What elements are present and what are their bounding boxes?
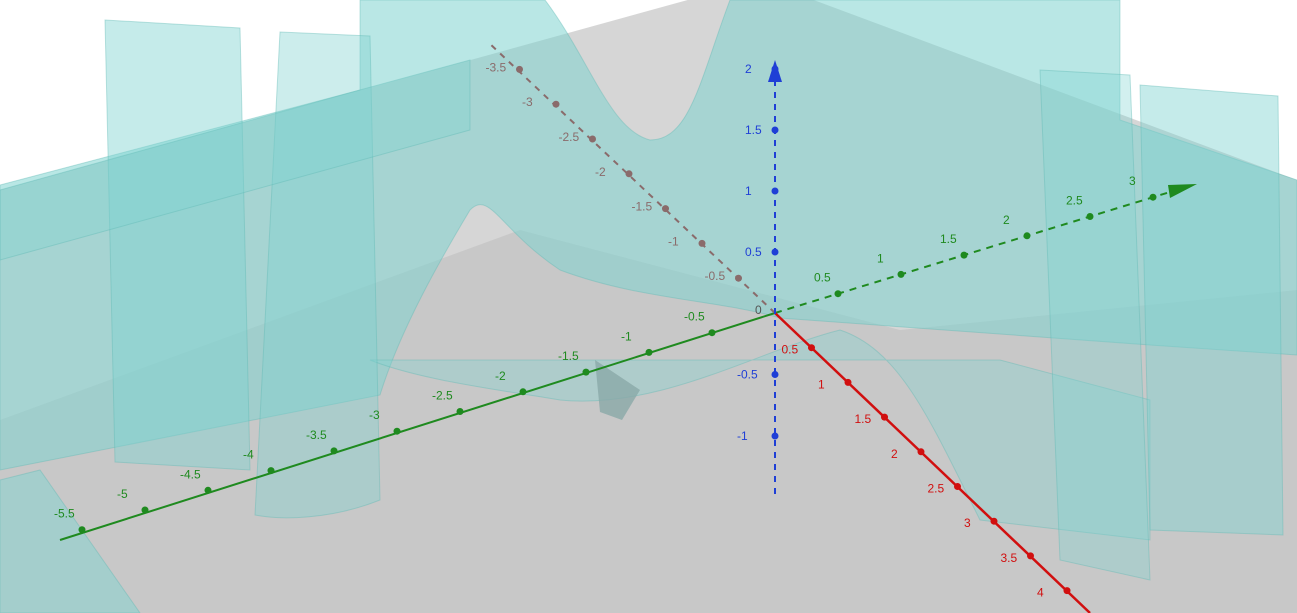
- y-axis-negative-tick-label: -1.5: [558, 349, 579, 363]
- x-axis-tick-label: 3.5: [1001, 551, 1018, 565]
- z-axis-tick-label: 2: [745, 62, 752, 76]
- y-axis-negative-tick-label: -5.5: [54, 507, 75, 521]
- y-axis-negative-tick-label: -1: [621, 329, 632, 343]
- z-axis-tick: [771, 187, 779, 195]
- z-axis-negative-tick: [771, 371, 779, 378]
- surface-left-wall: [104, 19, 251, 471]
- x-axis-negative-tick: [516, 65, 523, 73]
- y-axis-negative-tick-label: -5: [117, 487, 128, 501]
- x-axis-negative-tick-label: -3.5: [486, 60, 507, 74]
- y-axis-negative-tick: [330, 447, 338, 455]
- y-axis-tick-label: 2.5: [1066, 194, 1083, 208]
- y-axis-negative-tick: [519, 388, 527, 396]
- y-axis-negative-tick: [708, 329, 716, 337]
- z-axis-tick-label: 1.5: [745, 123, 762, 137]
- x-axis-tick-label: 3: [964, 516, 971, 530]
- x-axis-positive: [774, 312, 1091, 613]
- y-axis-tick: [960, 251, 968, 259]
- y-axis-tick-label: 1: [877, 251, 884, 265]
- y-axis-negative-tick: [141, 506, 149, 514]
- y-axis-negative-tick-label: -4.5: [180, 467, 201, 481]
- surface-top-left-sheet: [0, 59, 471, 261]
- x-axis-tick-label: 0.5: [782, 343, 799, 357]
- y-axis-negative-tick: [645, 348, 653, 356]
- y-axis-arrowhead: [1168, 184, 1197, 198]
- z-axis-tick: [771, 126, 779, 134]
- y-axis-negative-tick-label: -3: [369, 408, 380, 422]
- y-axis-tick: [834, 290, 842, 298]
- surface-lower-sheet: [369, 329, 1151, 541]
- x-axis-tick: [1063, 587, 1071, 595]
- x-axis-negative-tick: [589, 135, 596, 143]
- surface-right-wall: [1139, 84, 1284, 536]
- y-axis-negative-tick: [582, 368, 590, 376]
- z-axis-tick: [771, 65, 779, 73]
- x-axis-negative-tick: [698, 239, 706, 247]
- y-axis-negative-tick: [267, 467, 275, 475]
- surface-left-wall-2: [254, 31, 381, 519]
- view-direction-arrow[interactable]: [595, 360, 640, 420]
- x-axis-tick: [808, 344, 815, 352]
- x-axis-negative-tick: [552, 100, 560, 108]
- x-axis-negative-tick-label: -0.5: [705, 269, 726, 283]
- z-axis-negative-tick: [771, 432, 779, 440]
- x-axis-tick-label: 1.5: [855, 412, 872, 426]
- z-axis-tick-label: 0.5: [745, 245, 762, 259]
- x-axis-negative-tick: [625, 170, 633, 178]
- x-axis-tick: [990, 517, 998, 525]
- x-axis-tick: [844, 378, 852, 386]
- x-axis-negative-tick-label: -3: [522, 95, 533, 109]
- z-axis-tick-label: 1: [745, 184, 752, 198]
- y-axis-negative-tick-label: -2.5: [432, 389, 453, 403]
- z-axis-negative-tick-label: -0.5: [737, 368, 758, 382]
- y-axis-negative-tick: [78, 526, 86, 534]
- x-axis-negative: [487, 41, 776, 314]
- x-axis-tick: [917, 448, 925, 456]
- origin-label: 0: [755, 303, 762, 317]
- y-axis-tick-label: 0.5: [814, 271, 831, 285]
- x-axis-negative-tick: [662, 205, 669, 213]
- x-axis-tick-label: 2: [891, 447, 898, 461]
- y-axis-tick: [1149, 193, 1157, 201]
- x-axis-negative-tick-label: -1: [668, 234, 679, 248]
- y-axis-negative-tick-label: -3.5: [306, 428, 327, 442]
- y-axis-tick-label: 1.5: [940, 232, 957, 246]
- x-axis-tick-label: 1: [818, 377, 825, 391]
- y-axis-tick: [1023, 232, 1031, 240]
- x-axis-tick: [1027, 552, 1034, 560]
- y-axis-negative: [59, 312, 776, 541]
- x-axis-negative-tick-label: -2.5: [559, 130, 580, 144]
- y-axis-tick-label: 2: [1003, 213, 1010, 227]
- y-axis-negative-tick-label: -0.5: [684, 310, 705, 324]
- y-axis-tick: [897, 270, 905, 278]
- z-axis-tick: [771, 248, 779, 256]
- y-axis-negative-tick-label: -2: [495, 369, 506, 383]
- surface-right-wall-2: [1039, 69, 1151, 581]
- x-axis-tick: [954, 483, 961, 490]
- x-axis-tick-label: 4: [1037, 586, 1044, 600]
- y-axis-tick: [1086, 213, 1094, 220]
- y-axis-negative-tick-label: -4: [243, 448, 254, 462]
- x-axis-negative-tick: [735, 274, 742, 282]
- surface-bottom-left: [0, 469, 141, 613]
- y-axis-negative-tick: [456, 408, 464, 415]
- x-axis-tick: [881, 413, 888, 421]
- y-axis-tick-label: 3: [1129, 174, 1136, 188]
- x-axis-tick-label: 2.5: [928, 482, 945, 496]
- z-axis-negative-tick-label: -1: [737, 429, 748, 443]
- y-axis-negative-tick: [393, 427, 401, 435]
- x-axis-negative-tick-label: -1.5: [632, 200, 653, 214]
- x-axis-negative-tick-label: -2: [595, 165, 606, 179]
- surface-upper-sheet: [0, 0, 1297, 471]
- y-axis-negative-tick: [204, 486, 212, 494]
